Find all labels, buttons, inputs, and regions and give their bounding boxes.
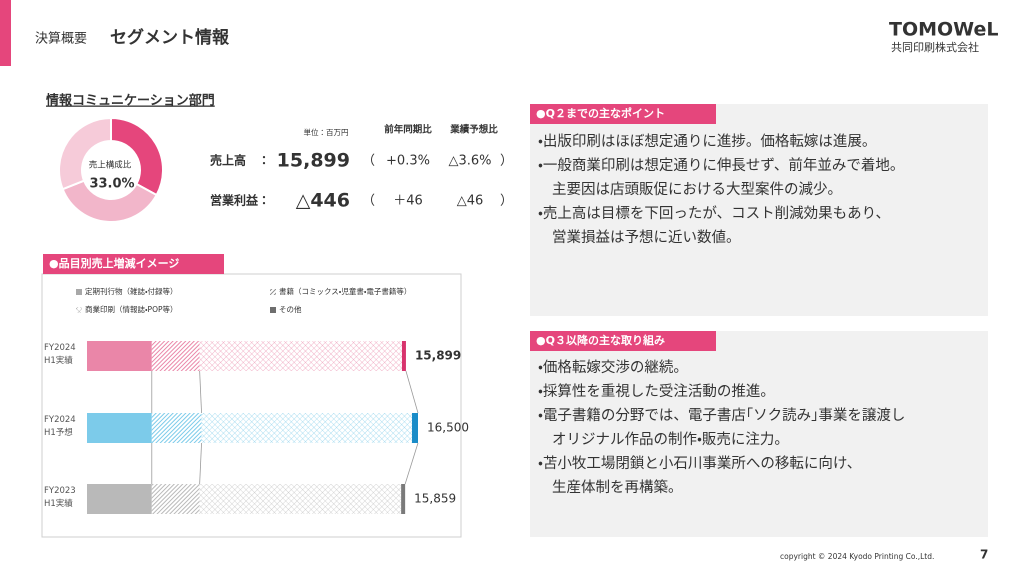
points-box <box>530 104 988 316</box>
bracket: ） <box>500 194 513 209</box>
column-header: 業績予想比 <box>449 124 498 136</box>
bar-segment <box>199 484 402 514</box>
total-label: 16,500 <box>427 421 469 435</box>
category-label: FY2024 H1予想 <box>44 415 76 438</box>
metric-yoy: ＋46 <box>393 194 423 209</box>
bullet-line: ・採算性を重視した受注活動の推進。 <box>538 384 775 400</box>
chart-tag: ●品目別売上増減イメージ <box>43 254 224 274</box>
bullet-line: 主要因は店頭販促における大型案件の減少。 <box>552 182 842 198</box>
bar-segment <box>151 484 200 514</box>
bracket: ） <box>500 154 513 169</box>
connector <box>199 370 202 414</box>
page-number: 7 <box>980 548 988 562</box>
bar-segment <box>199 341 402 371</box>
donut-center-label: 売上構成比 <box>89 160 132 171</box>
bullet-line: ・一般商業印刷は想定通りに伸長せず、前年並みで着地。 <box>538 158 905 174</box>
metric-value: △446 <box>296 190 350 212</box>
category-label: FY2024 H1実績 <box>44 343 76 366</box>
initiatives-title: ●Q３以降の主な取り組み <box>530 331 716 351</box>
bar-segment <box>87 413 152 443</box>
bar-segment <box>87 484 152 514</box>
donut-slice <box>58 116 112 191</box>
metric-row: 営業利益： △446 （ ＋46 △46 ） <box>210 190 513 212</box>
page-title: セグメント情報 <box>110 27 230 48</box>
legend-label: その他 <box>279 304 302 314</box>
donut-slice <box>61 179 158 223</box>
total-label: 15,859 <box>414 492 456 506</box>
metric-row: 売上高 ： 15,899 （ +0.3% △3.6% ） <box>210 150 513 172</box>
segment-title: 情報コミュニケーション部門 <box>46 93 215 109</box>
metric-label: 営業利益： <box>210 193 270 208</box>
bullet-line: ・苫小牧工場閉鎖と小石川事業所への移転に向け、 <box>538 456 862 472</box>
legend-swatch <box>270 289 276 295</box>
bar-segment <box>201 413 412 443</box>
bracket: （ <box>362 194 375 209</box>
category-label: FY2023 H1実績 <box>44 486 76 509</box>
connector <box>404 442 419 485</box>
bar-segment <box>87 341 152 371</box>
legend-swatch <box>76 307 82 313</box>
corner-accent <box>0 0 11 66</box>
points-title: ●Q２までの主なポイント <box>530 104 716 124</box>
metric-yoy: +0.3% <box>386 154 430 169</box>
company: 共同印刷株式会社 <box>891 40 979 54</box>
metric-label: 売上高 ： <box>210 153 270 168</box>
legend-label: 商業印刷（情報誌・POP等） <box>85 304 178 314</box>
bullet-line: ・価格転嫁交渉の継続。 <box>538 360 688 376</box>
donut-center-value: 33.0% <box>89 177 134 192</box>
unit: 単位：百万円 <box>304 127 349 137</box>
bar-segment <box>151 341 200 371</box>
metric-forecast: △46 <box>457 194 484 209</box>
bullet-line: 生産体制を再構築。 <box>552 480 683 496</box>
section-label: 決算概要 <box>35 32 87 47</box>
bullet-line: 営業損益は予想に近い数値。 <box>552 230 741 246</box>
legend-swatch <box>76 289 82 295</box>
bullet-line: ・出版印刷はほぼ想定通りに進捗。価格転嫁は進展。 <box>538 134 877 150</box>
bar-segment <box>411 413 418 443</box>
connector <box>199 442 202 485</box>
bar-segment <box>401 341 406 371</box>
bracket: （ <box>362 154 375 169</box>
metric-forecast: △3.6% <box>448 154 491 169</box>
total-label: 15,899 <box>415 349 461 363</box>
bullet-line: オリジナル作品の制作・販売に注力。 <box>552 432 789 448</box>
legend-label: 定期刊行物（雑誌・付録等） <box>85 286 178 296</box>
column-header: 前年同期比 <box>384 124 432 136</box>
bullet-line: ・売上高は目標を下回ったが、コスト削減効果もあり、 <box>538 206 891 222</box>
connector <box>405 370 419 414</box>
copyright: copyright © 2024 Kyodo Printing Co.,Ltd. <box>780 552 934 561</box>
bar-segment <box>151 413 202 443</box>
initiatives-box <box>530 331 988 537</box>
bullet-line: ・電子書籍の分野では、電子書店｢ソク読み｣事業を譲渡し <box>538 408 906 424</box>
logo: TOMOWeL <box>889 19 998 41</box>
bar-segment <box>401 484 406 514</box>
legend-swatch <box>270 307 276 313</box>
legend-label: 書籍（コミックス・児童書・電子書籍等） <box>279 286 411 296</box>
metric-value: 15,899 <box>277 150 350 172</box>
